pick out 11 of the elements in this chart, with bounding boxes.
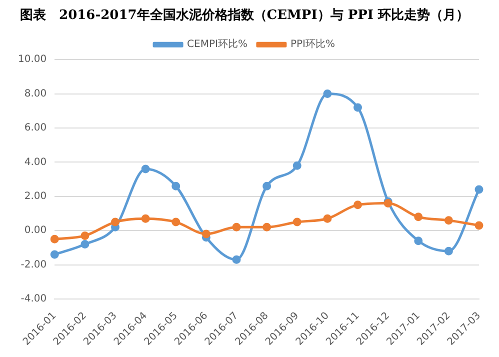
- y-tick-label: 8.00: [24, 88, 47, 100]
- y-tick-label: 0.00: [24, 225, 47, 236]
- y-tick-label: -2.00: [20, 259, 47, 270]
- legend-label: CEMPI环比%: [187, 38, 248, 50]
- y-tick-label: 10.00: [18, 54, 47, 66]
- y-tick-label: 2.00: [24, 190, 47, 202]
- legend-label: PPI环比%: [290, 38, 335, 50]
- y-tick-label: -4.00: [20, 294, 47, 305]
- y-tick-label: 4.00: [24, 156, 47, 168]
- chart-title: 图表 2016-2017年全国水泥价格指数（CEMPI）与 PPI 环比走势（月）: [20, 7, 469, 24]
- y-tick-label: 6.00: [24, 122, 47, 134]
